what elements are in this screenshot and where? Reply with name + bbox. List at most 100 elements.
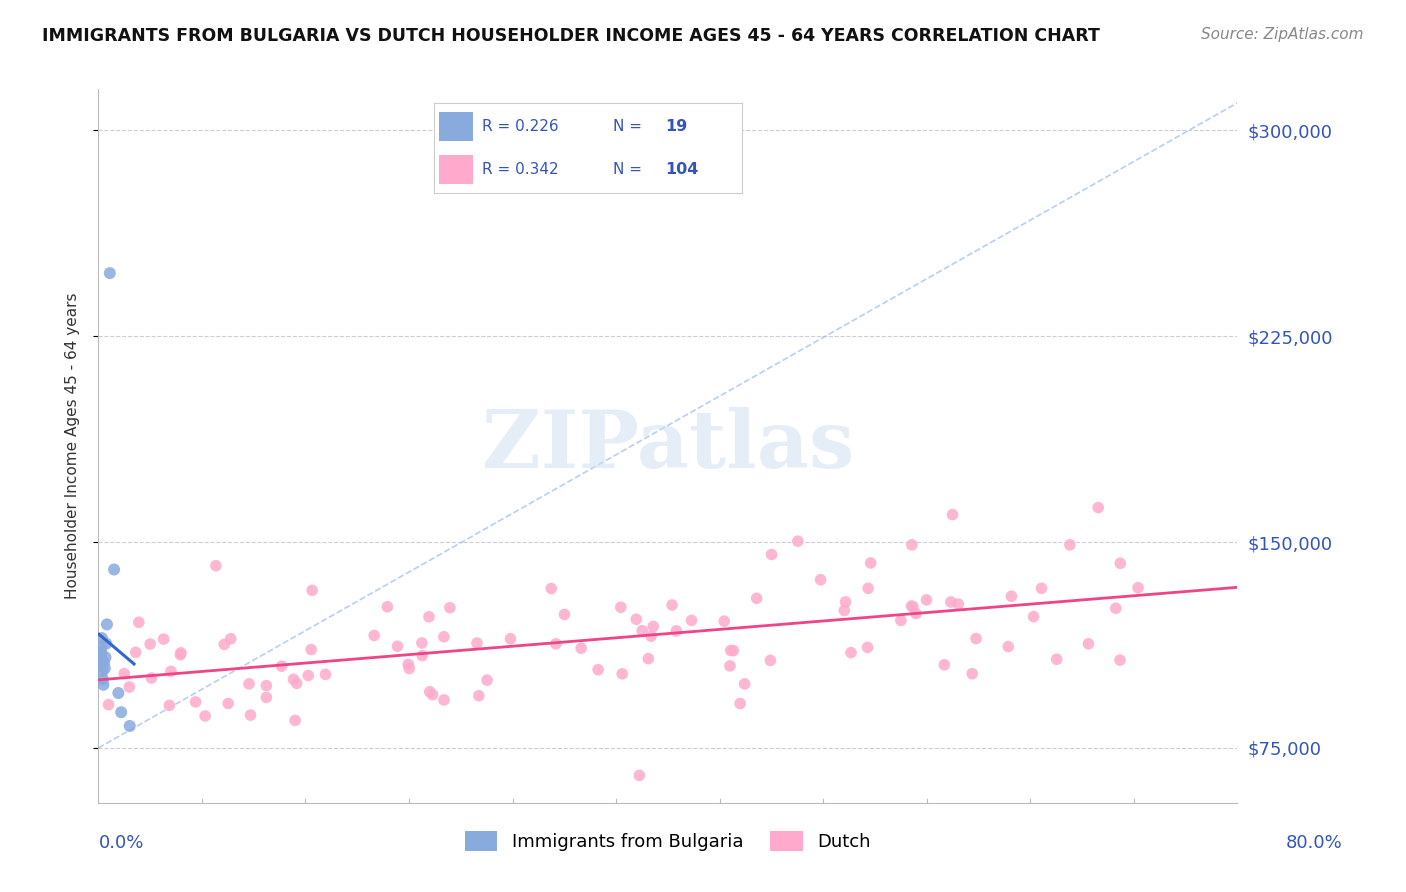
- Point: [1059, 538, 1081, 552]
- Point: [1109, 653, 1132, 667]
- Point: [997, 640, 1019, 654]
- Point: [1000, 589, 1022, 603]
- Point: [1126, 581, 1149, 595]
- Point: [901, 599, 924, 614]
- Point: [856, 582, 879, 596]
- Point: [745, 591, 768, 606]
- Point: [160, 665, 183, 679]
- Point: [205, 558, 228, 573]
- Point: [396, 657, 419, 672]
- Point: [91, 664, 114, 678]
- Point: [301, 583, 323, 598]
- Point: [194, 709, 217, 723]
- Point: [254, 690, 277, 705]
- Point: [631, 624, 654, 638]
- Point: [433, 630, 456, 644]
- Point: [91, 631, 114, 645]
- Point: [184, 695, 207, 709]
- Point: [468, 689, 491, 703]
- Point: [96, 637, 118, 651]
- Point: [586, 663, 609, 677]
- Point: [141, 671, 163, 685]
- Point: [411, 636, 433, 650]
- Point: [96, 617, 118, 632]
- Point: [118, 719, 141, 733]
- Point: [834, 595, 856, 609]
- Point: [839, 646, 862, 660]
- Point: [94, 661, 117, 675]
- Point: [900, 599, 922, 613]
- Point: [103, 562, 125, 576]
- Point: [398, 661, 420, 675]
- Point: [139, 637, 162, 651]
- Point: [628, 768, 651, 782]
- Point: [419, 685, 441, 699]
- Point: [948, 597, 970, 611]
- Point: [254, 679, 277, 693]
- Point: [90, 650, 112, 665]
- Point: [713, 614, 735, 628]
- Point: [810, 573, 832, 587]
- Point: [1109, 556, 1132, 570]
- Y-axis label: Householder Income Ages 45 - 64 years: Householder Income Ages 45 - 64 years: [65, 293, 80, 599]
- Point: [91, 653, 114, 667]
- Point: [569, 641, 592, 656]
- Point: [299, 642, 322, 657]
- Point: [98, 266, 121, 280]
- Point: [97, 698, 120, 712]
- Point: [1087, 500, 1109, 515]
- Point: [1022, 609, 1045, 624]
- Point: [91, 673, 114, 687]
- Point: [1105, 601, 1128, 615]
- Point: [238, 677, 260, 691]
- Point: [411, 648, 433, 663]
- Point: [643, 619, 665, 633]
- Point: [720, 643, 742, 657]
- Point: [965, 632, 987, 646]
- Point: [433, 693, 456, 707]
- Point: [890, 613, 912, 627]
- Point: [297, 668, 319, 682]
- Point: [1077, 637, 1099, 651]
- Point: [157, 698, 180, 713]
- Point: [904, 607, 927, 621]
- Text: 0.0%: 0.0%: [98, 834, 143, 852]
- Point: [93, 656, 115, 670]
- Point: [728, 697, 751, 711]
- Point: [734, 677, 756, 691]
- Point: [118, 680, 141, 694]
- Point: [169, 648, 191, 662]
- Point: [1031, 582, 1053, 596]
- Point: [112, 666, 135, 681]
- Point: [314, 667, 336, 681]
- Text: 80.0%: 80.0%: [1286, 834, 1343, 852]
- Point: [723, 643, 745, 657]
- Point: [681, 614, 703, 628]
- Point: [90, 645, 112, 659]
- Point: [363, 628, 385, 642]
- Point: [544, 637, 567, 651]
- Point: [786, 534, 808, 549]
- Point: [170, 646, 193, 660]
- Point: [219, 632, 242, 646]
- Point: [284, 714, 307, 728]
- Point: [942, 508, 965, 522]
- Point: [90, 640, 112, 654]
- Point: [270, 659, 292, 673]
- Point: [610, 600, 633, 615]
- Text: IMMIGRANTS FROM BULGARIA VS DUTCH HOUSEHOLDER INCOME AGES 45 - 64 YEARS CORRELAT: IMMIGRANTS FROM BULGARIA VS DUTCH HOUSEH…: [42, 27, 1099, 45]
- Point: [637, 651, 659, 665]
- Point: [856, 640, 879, 655]
- Point: [960, 666, 983, 681]
- Point: [718, 659, 741, 673]
- Point: [475, 673, 498, 687]
- Point: [915, 593, 938, 607]
- Point: [387, 639, 409, 653]
- Point: [107, 686, 129, 700]
- Point: [939, 595, 962, 609]
- Point: [612, 666, 634, 681]
- Point: [439, 600, 461, 615]
- Point: [90, 658, 112, 673]
- Point: [110, 705, 132, 719]
- Point: [834, 603, 856, 617]
